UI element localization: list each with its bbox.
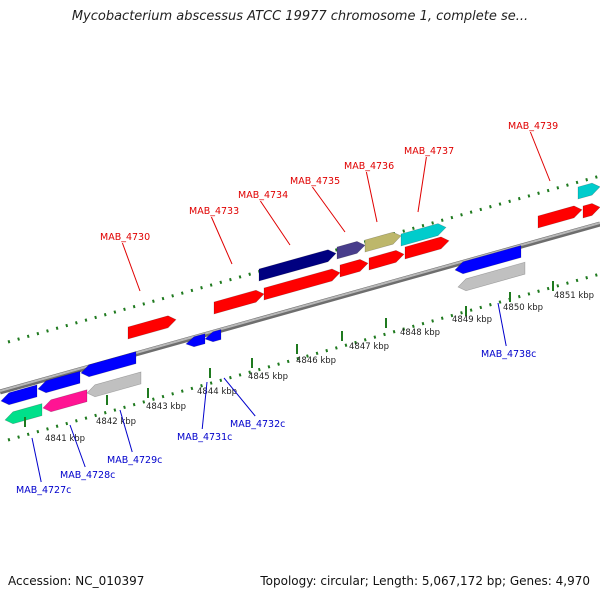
gene-leader-line [497, 302, 507, 347]
gene-leader-line [119, 409, 133, 453]
gene-arrow-mab_4727c[interactable] [4, 403, 43, 425]
kbp-label: 4849 kbp [452, 315, 492, 325]
gene-arrow-mab_4739[interactable] [537, 205, 583, 229]
gene-arrow-forward-unlabeled-3[interactable] [364, 231, 402, 253]
kbp-label: 4845 kbp [248, 372, 288, 382]
kbp-ticks-layer: 4841 kbp 4842 kbp 4843 kbp 4844 kbp 4845 kbp… [24, 281, 594, 444]
gene-label-mab_4728c[interactable]: MAB_4728c [60, 470, 115, 481]
gene-leader-line [210, 216, 233, 265]
gene-label-mab_4727c[interactable]: MAB_4727c [16, 485, 71, 496]
gene-leader-line [365, 171, 378, 223]
genes-layer [0, 182, 600, 425]
kbp-label: 4850 kbp [503, 303, 543, 313]
gene-arrow-reverse-unlabeled-1[interactable] [37, 370, 81, 394]
kbp-label: 4842 kbp [96, 417, 136, 427]
gene-arrow-mab_4729c[interactable] [86, 371, 142, 398]
gene-leader-line [417, 156, 427, 213]
gene-arrow-mab_4739[interactable] [582, 203, 600, 219]
gene-arrow-forward-unlabeled-4[interactable] [577, 182, 600, 200]
gene-leader-line [121, 242, 141, 292]
gene-arrow-reverse-unlabeled-3[interactable] [454, 245, 522, 275]
kbp-label: 4846 kbp [296, 356, 336, 366]
gene-arrow-mab_4730[interactable] [127, 315, 177, 340]
gene-leader-line [529, 131, 551, 182]
kbp-label: 4847 kbp [349, 342, 389, 352]
gene-label-mab_4738c[interactable]: MAB_4738c [481, 349, 536, 360]
gene-arrow-mab_4737[interactable] [400, 223, 447, 247]
gene-arrow-reverse-unlabeled-2[interactable] [80, 351, 137, 378]
gene-label-mab_4734[interactable]: MAB_4734 [238, 190, 288, 201]
gene-label-mab_4736[interactable]: MAB_4736 [344, 161, 394, 172]
gene-label-mab_4737[interactable]: MAB_4737 [404, 146, 454, 157]
kbp-label: 4851 kbp [554, 291, 594, 301]
gene-arrow-mab_4728c[interactable] [42, 389, 88, 413]
gene-arrow-mab_4738c[interactable] [457, 261, 526, 292]
gene-arrow-mab_4733[interactable] [213, 289, 265, 315]
gene-label-mab_4732c[interactable]: MAB_4732c [230, 419, 285, 430]
gene-arrow-forward-unlabeled-2[interactable] [404, 236, 450, 260]
gene-leader-line [223, 377, 256, 417]
gene-leader-line [311, 186, 346, 233]
kbp-label: 4843 kbp [146, 402, 186, 412]
gene-leader-line [201, 381, 208, 430]
gene-arrow-reverse-unlabeled-0[interactable] [0, 384, 38, 406]
gene-label-mab_4739[interactable]: MAB_4739 [508, 121, 558, 132]
sequence-summary: Topology: circular; Length: 5,067,172 bp… [260, 574, 590, 588]
gene-label-mab_4733[interactable]: MAB_4733 [189, 206, 239, 217]
gene-leader-line [69, 424, 86, 468]
gene-label-mab_4729c[interactable]: MAB_4729c [107, 455, 162, 466]
gene-arrow-forward-unlabeled-0[interactable] [339, 259, 369, 278]
kbp-label: 4844 kbp [197, 387, 237, 397]
gene-label-mab_4731c[interactable]: MAB_4731c [177, 432, 232, 443]
gene-leader-line [259, 200, 291, 246]
gene-arrow-mab_4732c[interactable] [204, 329, 222, 343]
kbp-label: 4841 kbp [45, 434, 85, 444]
kbp-label: 4848 kbp [400, 328, 440, 338]
gene-leader-line [31, 437, 42, 483]
gene-arrow-mab_4736[interactable] [336, 241, 366, 260]
accession-label: Accession: NC_010397 [8, 574, 145, 588]
gene-label-mab_4735[interactable]: MAB_4735 [290, 176, 340, 187]
gene-arrow-mab_4734[interactable] [263, 268, 341, 301]
sequence-title: Mycobacterium abscessus ATCC 19977 chrom… [71, 9, 529, 24]
gene-arrow-forward-unlabeled-1[interactable] [368, 250, 405, 271]
gene-label-mab_4730[interactable]: MAB_4730 [100, 232, 150, 243]
gene-arrow-mab_4731c[interactable] [185, 333, 206, 348]
gene-arrow-mab_4735[interactable] [258, 249, 337, 282]
